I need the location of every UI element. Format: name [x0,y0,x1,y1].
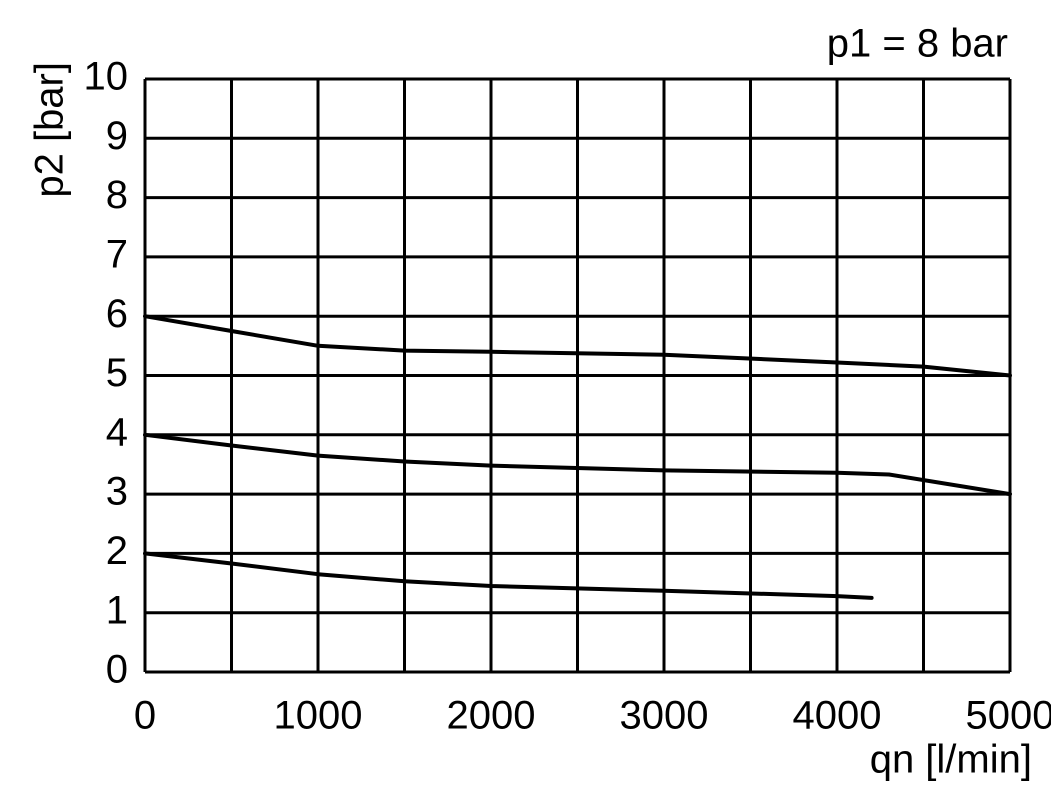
y-tick-label: 3 [106,470,128,514]
y-tick-label: 8 [106,173,128,217]
x-tick-label: 5000 [966,694,1051,738]
y-tick-label: 1 [106,588,128,632]
line [143,432,1012,497]
annotation: p1 = 8 bar [827,22,1008,66]
y-axis-label: p2 [bar] [28,62,72,198]
x-tick-label: 4000 [793,694,882,738]
y-tick-label: 0 [106,648,128,692]
y-tick-label: 6 [106,292,128,336]
y-tick-label: 4 [106,410,128,454]
y-tick-label: 9 [106,114,128,158]
line [143,314,1012,378]
y-tick-label: 2 [106,529,128,573]
x-tick-label: 2000 [447,694,536,738]
x-tick-label: 3000 [620,694,709,738]
line [143,551,874,600]
x-axis-label: qn [l/min] [870,738,1032,782]
x-tick-label: 0 [134,694,156,738]
y-tick-label: 10 [84,55,129,99]
y-tick-label: 7 [106,232,128,276]
x-tick-label: 1000 [274,694,363,738]
y-tick-label: 5 [106,351,128,395]
